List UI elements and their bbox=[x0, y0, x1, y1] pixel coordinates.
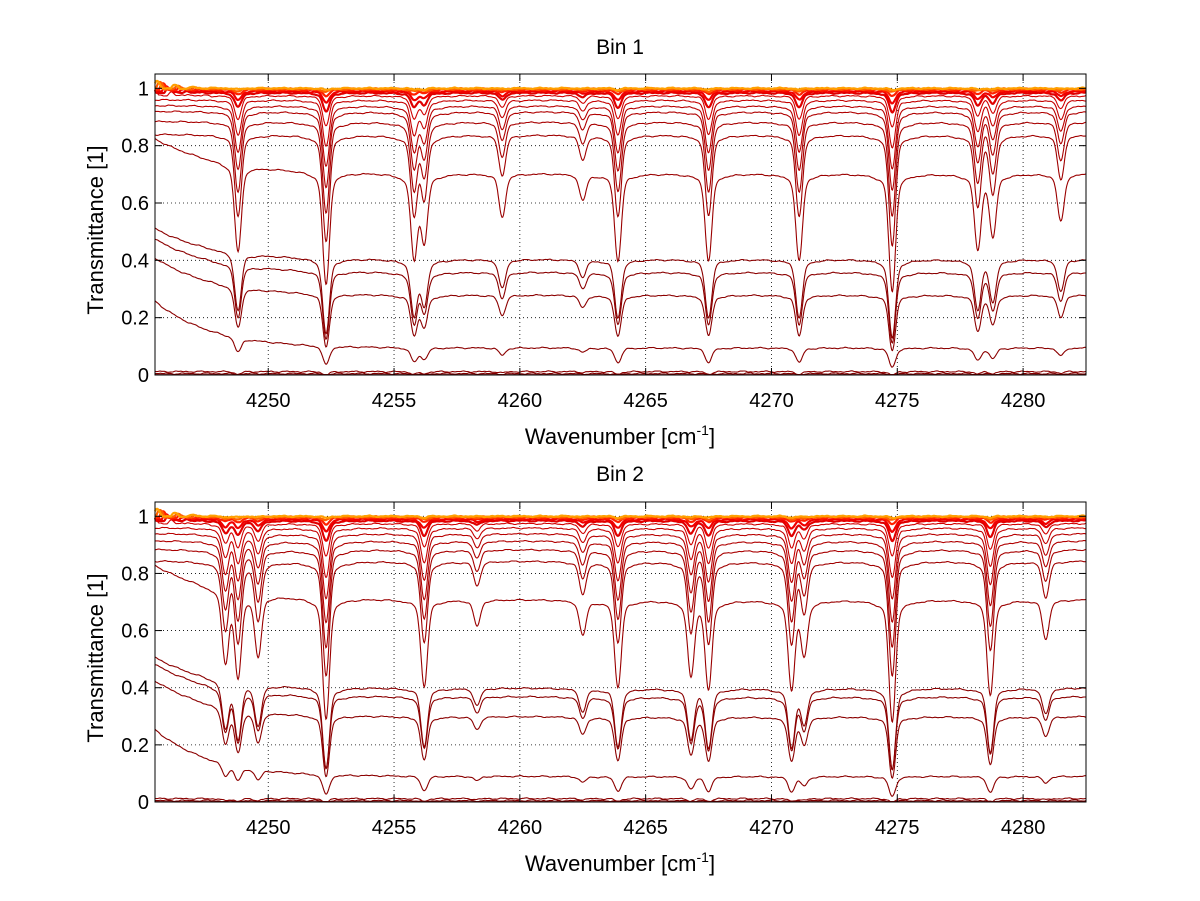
x-tick-label: 4265 bbox=[623, 817, 668, 839]
x-tick-label: 4250 bbox=[246, 390, 291, 412]
y-tick-label: 0.6 bbox=[121, 193, 149, 215]
spectrum-line bbox=[154, 560, 1086, 678]
spectrum-line bbox=[154, 656, 1086, 771]
x-tick-label: 4250 bbox=[246, 817, 291, 839]
spectrum-line bbox=[154, 110, 1087, 191]
x-tick-label: 4275 bbox=[875, 817, 920, 839]
spectrum-line bbox=[154, 532, 1086, 600]
spectrum-line bbox=[154, 133, 1086, 247]
y-tick-label: 1 bbox=[138, 506, 149, 528]
x-axis-ticks: 4250 4255 4260 4265 4270 4275 4280 bbox=[246, 502, 1045, 839]
spectrum-line bbox=[154, 797, 1086, 803]
x-tick-label: 4270 bbox=[749, 817, 794, 839]
spectrum-line bbox=[154, 227, 1087, 339]
y-axis-ticks: 0 0.2 0.4 0.6 0.8 1 bbox=[121, 78, 1086, 387]
y-tick-label: 0 bbox=[138, 365, 149, 387]
grid-lines bbox=[155, 502, 1086, 803]
y-tick-label: 0.4 bbox=[121, 678, 149, 700]
x-axis-ticks: 4250 4255 4260 4265 4270 4275 4280 bbox=[246, 74, 1045, 412]
chart-title: Bin 1 bbox=[596, 36, 644, 59]
y-tick-label: 0 bbox=[138, 792, 149, 814]
spectrum-line bbox=[154, 664, 1087, 771]
x-axis-label: Wavenumber [cm-1] bbox=[525, 849, 715, 876]
spectrum-line bbox=[154, 680, 1087, 779]
plot-area bbox=[154, 501, 1087, 803]
y-tick-label: 0.2 bbox=[121, 735, 149, 757]
spectrum-line bbox=[154, 539, 1087, 624]
y-axis-label: Transmittance [1] bbox=[83, 145, 108, 314]
y-tick-label: 0.8 bbox=[121, 136, 149, 158]
chart-panel-bin-1: Bin 1 4250 4255 4260 4265 4270 4275 4280 00.20… bbox=[83, 36, 1087, 449]
chart-panel-bin-2: Bin 2 4250 4255 4260 4265 4270 4275 4280 00.20… bbox=[83, 463, 1087, 876]
spectrum-line bbox=[154, 238, 1087, 344]
spectrum-line bbox=[154, 514, 1087, 557]
x-tick-label: 4265 bbox=[623, 390, 668, 412]
y-axis-ticks: 0 0.2 0.4 0.6 0.8 1 bbox=[121, 506, 1086, 814]
x-tick-label: 4275 bbox=[875, 390, 920, 412]
spectrum-line bbox=[154, 372, 1087, 376]
grid-lines bbox=[155, 74, 1086, 376]
spectrum-line bbox=[154, 799, 1087, 803]
y-tick-label: 1 bbox=[138, 78, 149, 100]
spectrum-line bbox=[155, 120, 1087, 217]
plot-area bbox=[154, 73, 1087, 376]
spectrum-line bbox=[154, 257, 1087, 352]
spectrum-line bbox=[154, 564, 1087, 724]
y-tick-label: 0.8 bbox=[121, 563, 149, 585]
x-tick-label: 4280 bbox=[1001, 390, 1046, 412]
y-tick-label: 0.4 bbox=[121, 250, 149, 272]
y-tick-label: 0.2 bbox=[121, 308, 149, 330]
spectrum-line bbox=[154, 507, 1087, 520]
spectrum-line bbox=[154, 86, 1087, 128]
x-tick-label: 4255 bbox=[372, 390, 417, 412]
x-tick-label: 4280 bbox=[1001, 817, 1046, 839]
x-tick-label: 4270 bbox=[749, 390, 794, 412]
spectrum-line bbox=[155, 526, 1086, 579]
x-axis-label: Wavenumber [cm-1] bbox=[525, 422, 715, 449]
spectrum-line bbox=[155, 548, 1087, 649]
spectrum-line bbox=[154, 138, 1087, 293]
x-tick-label: 4255 bbox=[372, 817, 417, 839]
x-tick-label: 4260 bbox=[498, 817, 543, 839]
series-lines bbox=[153, 507, 1087, 803]
series-lines bbox=[153, 79, 1087, 376]
spectrum-line bbox=[154, 370, 1086, 376]
y-tick-label: 0.6 bbox=[121, 621, 149, 643]
y-axis-label: Transmittance [1] bbox=[83, 573, 108, 742]
x-tick-label: 4260 bbox=[498, 390, 543, 412]
spectrum-line bbox=[154, 98, 1086, 149]
spectrum-line bbox=[154, 79, 1087, 92]
spectrum-line bbox=[154, 728, 1087, 797]
spectrum-line bbox=[154, 104, 1086, 170]
chart-title: Bin 2 bbox=[596, 463, 644, 486]
spectrum-line bbox=[154, 300, 1087, 368]
